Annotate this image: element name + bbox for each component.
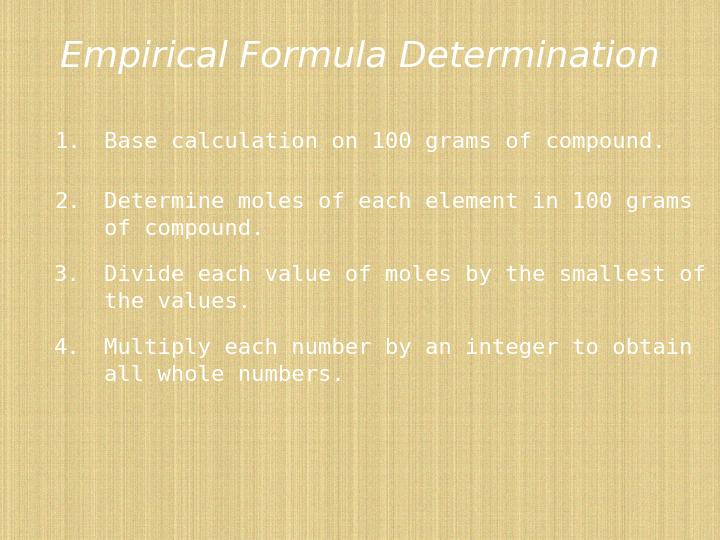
Text: Base calculation on 100 grams of compound.: Base calculation on 100 grams of compoun… (104, 132, 666, 152)
Text: 3.: 3. (54, 265, 81, 285)
Text: 4.: 4. (54, 338, 81, 357)
Text: Divide each value of moles by the smallest of
the values.: Divide each value of moles by the smalle… (104, 265, 706, 312)
Text: 1.: 1. (54, 132, 81, 152)
Text: 2.: 2. (54, 192, 81, 212)
Text: Empirical Formula Determination: Empirical Formula Determination (60, 40, 660, 73)
Text: Multiply each number by an integer to obtain
all whole numbers.: Multiply each number by an integer to ob… (104, 338, 693, 384)
Text: Determine moles of each element in 100 grams
of compound.: Determine moles of each element in 100 g… (104, 192, 693, 239)
